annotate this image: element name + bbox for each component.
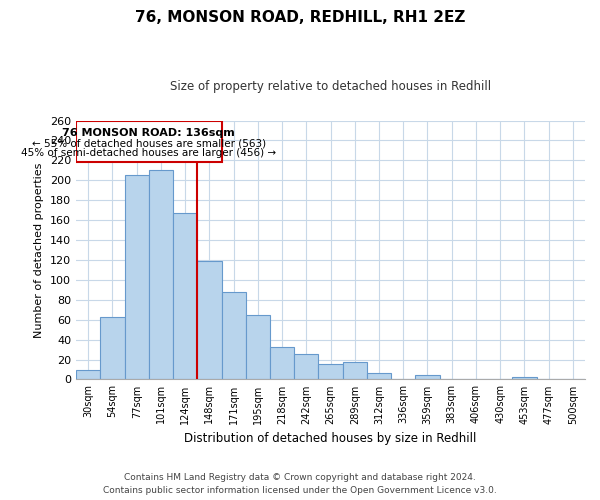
Text: 45% of semi-detached houses are larger (456) →: 45% of semi-detached houses are larger (… [21,148,277,158]
Bar [246,314,270,380]
Y-axis label: Number of detached properties: Number of detached properties [34,162,44,338]
Bar [294,354,319,380]
Text: Contains HM Land Registry data © Crown copyright and database right 2024.
Contai: Contains HM Land Registry data © Crown c… [103,473,497,495]
Bar [197,261,221,380]
Bar [319,364,343,380]
Bar [149,170,173,380]
Bar [512,378,536,380]
Bar [270,346,294,380]
Bar [173,213,197,380]
Text: 76, MONSON ROAD, REDHILL, RH1 2EZ: 76, MONSON ROAD, REDHILL, RH1 2EZ [135,10,465,25]
Bar [221,292,246,380]
Bar [415,376,440,380]
Bar [367,374,391,380]
X-axis label: Distribution of detached houses by size in Redhill: Distribution of detached houses by size … [184,432,477,445]
Text: ← 55% of detached houses are smaller (563): ← 55% of detached houses are smaller (56… [32,138,266,148]
Bar [76,120,221,162]
Bar [100,316,125,380]
Title: Size of property relative to detached houses in Redhill: Size of property relative to detached ho… [170,80,491,93]
Bar [76,370,100,380]
Text: 76 MONSON ROAD: 136sqm: 76 MONSON ROAD: 136sqm [62,128,235,138]
Bar [343,362,367,380]
Bar [125,176,149,380]
